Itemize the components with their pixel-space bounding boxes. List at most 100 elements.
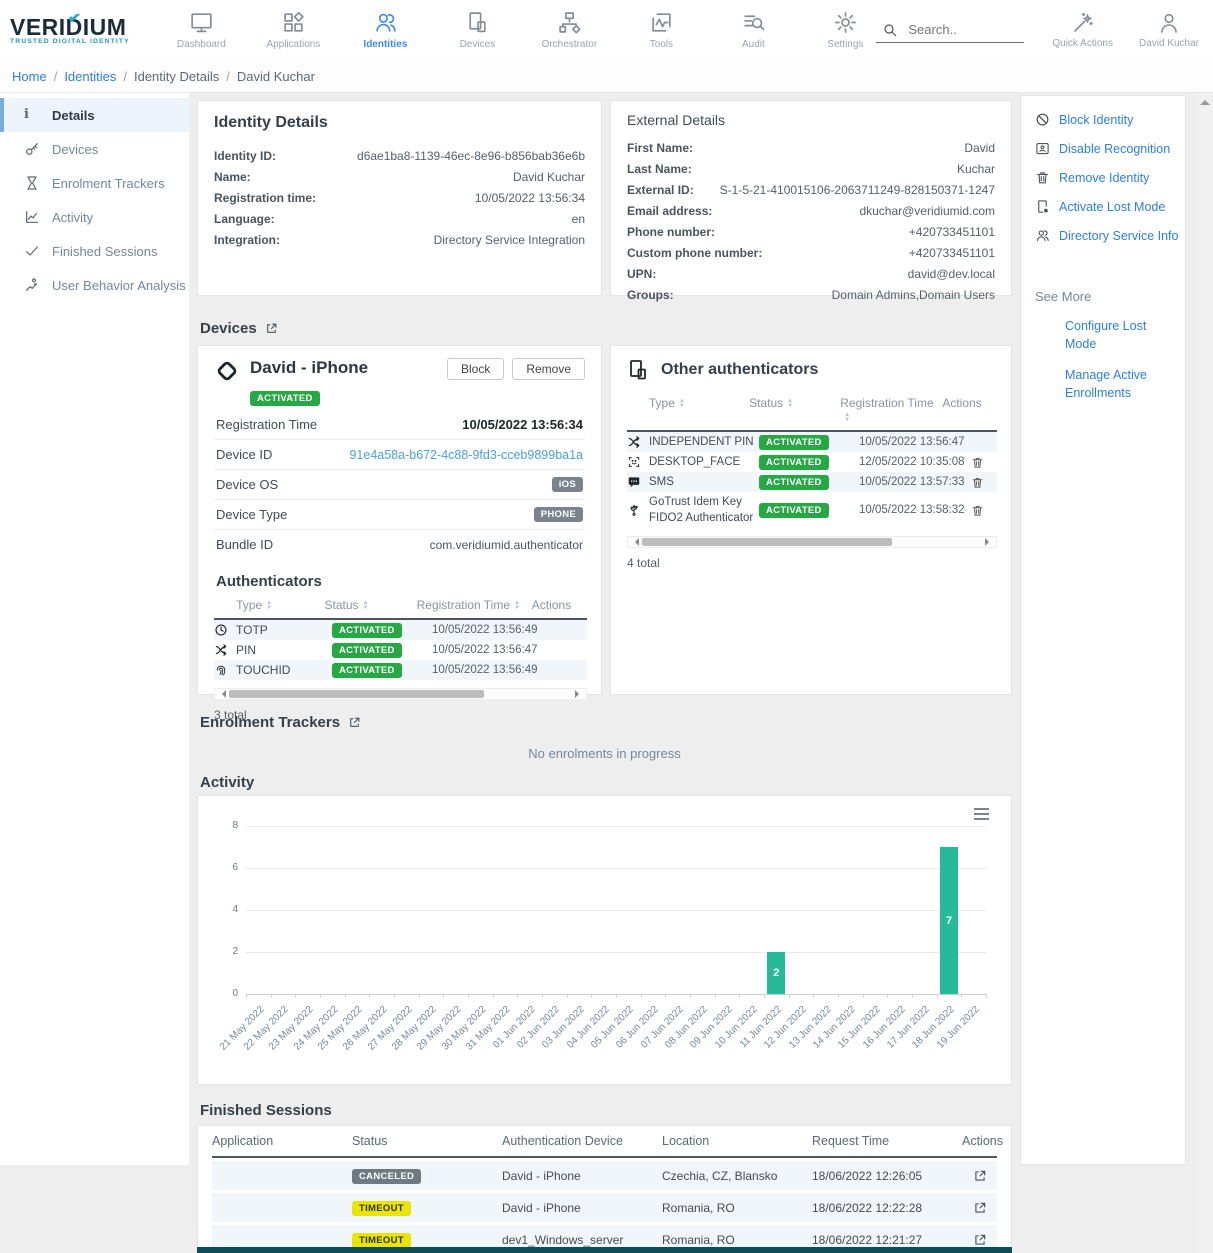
other-auth-table-header: Type ▲ ▼ Status ▲ ▼ Registration Time ▲ ▼ Acti…: [627, 396, 997, 432]
page-scrollbar[interactable]: [1196, 93, 1213, 1253]
x-axis-tick: [542, 994, 543, 998]
search-icon: [884, 23, 897, 36]
status-badge: ACTIVATED: [759, 503, 829, 519]
sidebar-item-devices[interactable]: Devices: [0, 132, 189, 166]
sms-icon: [628, 477, 640, 488]
field-last-name: Last Name: Kuchar: [627, 162, 995, 176]
settings-icon: [834, 12, 856, 33]
sidebar-item-enrolment-trackers[interactable]: Enrolment Trackers: [0, 166, 189, 200]
scroll-left-arrow[interactable]: [218, 690, 226, 698]
sidebar-item-details[interactable]: i Details: [0, 98, 189, 132]
x-axis-tick: [418, 994, 420, 998]
scrollbar-thumb[interactable]: [642, 538, 892, 547]
identity-details-card: Identity Details Identity ID: d6ae1ba8-11…: [197, 100, 602, 296]
nav-item-identities[interactable]: Identities: [354, 10, 416, 50]
remove-device-button[interactable]: Remove: [512, 358, 585, 380]
devices-section-title: Devices: [200, 320, 278, 337]
nav-item-settings[interactable]: Settings: [814, 10, 876, 50]
action-remove-identity[interactable]: Remove Identity: [1035, 170, 1185, 185]
scroll-right-arrow[interactable]: [985, 538, 993, 547]
action-disable-recognition[interactable]: Disable Recognition: [1035, 141, 1185, 156]
totp-clock-icon: [215, 624, 227, 636]
horizontal-scrollbar[interactable]: [214, 688, 587, 700]
quick-actions-button[interactable]: Quick Actions: [1052, 11, 1113, 49]
chart-menu-icon[interactable]: [974, 808, 989, 823]
search-input[interactable]: [908, 22, 1019, 37]
authenticator-row: PIN ACTIVATED 10/05/2022 13:56:47: [214, 640, 587, 660]
line-chart-icon: [26, 211, 38, 223]
nav-item-devices[interactable]: Devices: [446, 10, 508, 50]
block-icon: [1036, 113, 1049, 126]
breadcrumb-identities[interactable]: Identities: [64, 68, 117, 84]
nav-item-dashboard[interactable]: Dashboard: [170, 10, 232, 50]
session-row: TIMEOUT David - iPhone Romania, RO 18/06…: [212, 1193, 997, 1222]
device-id-link[interactable]: 91e4a58a-b672-4c88-9fd3-cceb9899ba1a: [349, 447, 583, 462]
x-axis-tick: [690, 994, 691, 998]
delete-authenticator-icon[interactable]: [971, 476, 984, 489]
x-axis-tick: [246, 994, 247, 998]
link-configure-lost-mode[interactable]: Configure Lost Mode: [1065, 319, 1147, 351]
x-axis-tick: [320, 994, 321, 998]
delete-authenticator-icon[interactable]: [971, 456, 984, 469]
session-row: TIMEOUT dev1_Windows_server Romania, RO …: [212, 1225, 997, 1247]
horizontal-scrollbar[interactable]: [627, 536, 997, 549]
audit-icon: [744, 15, 765, 31]
identity-details-title: Identity Details: [214, 114, 328, 131]
other-auth-total: 4 total: [627, 556, 660, 571]
y-axis-label: 4: [232, 904, 238, 915]
open-session-icon[interactable]: [973, 1201, 987, 1215]
nav-item-orchestrator[interactable]: Orchestrator: [538, 10, 600, 50]
x-axis-tick: [986, 994, 987, 998]
user-behavior-icon: [26, 278, 37, 291]
key-icon: [26, 143, 38, 155]
scroll-up-arrow[interactable]: [1199, 95, 1210, 105]
block-device-button[interactable]: Block: [446, 358, 505, 380]
action-block-identity[interactable]: Block Identity: [1035, 112, 1185, 127]
scrollbar-thumb[interactable]: [229, 690, 484, 698]
applications-icon: [284, 11, 304, 32]
other-authenticators-card: Other authenticators Type ▲ ▼ Status ▲ ▼ Reg…: [610, 345, 1012, 695]
gridline: [246, 952, 986, 953]
nav-item-applications[interactable]: Applications: [262, 10, 324, 50]
external-link-icon[interactable]: [348, 716, 361, 729]
field-first-name: First Name: David: [627, 141, 995, 155]
field-integration: Integration: Directory Service Integratio…: [214, 233, 585, 247]
sidebar-item-activity[interactable]: Activity: [0, 200, 189, 234]
scroll-left-arrow[interactable]: [631, 538, 639, 547]
x-axis-tick: [344, 994, 346, 998]
action-activate-lost-mode[interactable]: Activate Lost Mode: [1035, 199, 1185, 214]
device-name: David - iPhone: [250, 358, 369, 377]
x-axis-tick: [468, 994, 469, 998]
directory-users-icon: [1036, 230, 1049, 242]
sidebar-item-user-behavior-analysis[interactable]: User Behavior Analysis: [0, 268, 189, 302]
x-axis-tick: [936, 994, 938, 998]
scroll-right-arrow[interactable]: [575, 690, 583, 698]
session-status-badge: CANCELED: [352, 1168, 422, 1184]
open-session-icon[interactable]: [973, 1169, 987, 1183]
action-directory-service-info[interactable]: Directory Service Info: [1035, 228, 1185, 243]
pin-icon: [215, 644, 227, 656]
y-axis-label: 0: [232, 988, 238, 999]
user-menu[interactable]: David Kuchar: [1139, 11, 1199, 49]
delete-authenticator-icon[interactable]: [971, 504, 984, 517]
nav-item-tools[interactable]: Tools: [630, 10, 692, 50]
external-link-icon[interactable]: [265, 322, 278, 335]
x-axis-tick: [640, 994, 642, 998]
external-details-title: External Details: [627, 112, 726, 128]
breadcrumb-home[interactable]: Home: [12, 68, 47, 84]
veridium-logo[interactable]: VERIDIUM ✔ TRUSTED DIGITAL IDENTITY: [10, 9, 132, 45]
x-axis-tick: [739, 994, 741, 998]
chart-bar: 7: [940, 847, 958, 994]
logo-check-icon: ✔: [66, 8, 82, 28]
x-axis-tick: [616, 994, 617, 998]
breadcrumb-identity-details: Identity Details: [133, 68, 220, 84]
nav-item-audit[interactable]: Audit: [722, 10, 784, 50]
logo-tagline: TRUSTED DIGITAL IDENTITY: [10, 37, 130, 45]
link-manage-active-enrollments[interactable]: Manage Active Enrollments: [1065, 368, 1147, 400]
sidebar-item-finished-sessions[interactable]: Finished Sessions: [0, 234, 189, 268]
id-card-icon: [1036, 142, 1049, 155]
authenticators-title: Authenticators: [216, 573, 322, 590]
device-field-bundle-id: Bundle ID com.veridiumid.authenticator: [216, 537, 583, 552]
finished-sessions-card: Application Status Authentication Device…: [197, 1125, 1012, 1248]
open-session-icon[interactable]: [973, 1233, 987, 1247]
